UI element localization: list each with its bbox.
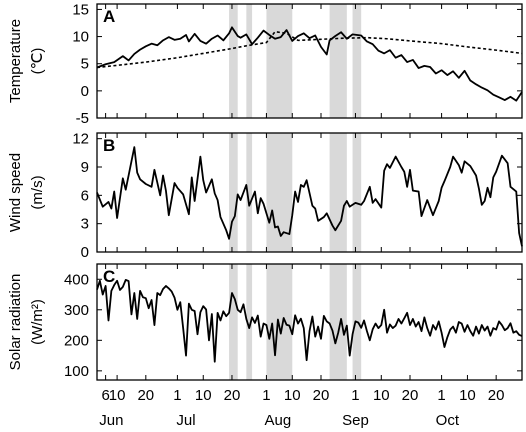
y-tick-label-c: 200 — [64, 332, 89, 349]
shaded-period-a-5 — [352, 4, 362, 118]
series-line-b-solid — [96, 146, 523, 247]
y-tick-label-c: 300 — [64, 302, 89, 319]
x-tick-label: 20 — [488, 387, 505, 404]
x-tick-label: 20 — [224, 387, 241, 404]
shaded-period-c-2 — [246, 264, 253, 380]
y-tick-label-b: 0 — [81, 244, 89, 261]
panel-letter-a: A — [103, 7, 115, 26]
shaded-period-c-1 — [229, 264, 238, 380]
panel-letter-b: B — [103, 136, 115, 155]
x-tick-label: 1 — [437, 387, 445, 404]
plot-frame-a — [96, 3, 523, 119]
x-tick-label: 20 — [402, 387, 419, 404]
x-tick-label: 20 — [137, 387, 154, 404]
y-axis-unit-c: (W/m²) — [29, 299, 46, 345]
x-tick-label: 1 — [351, 387, 359, 404]
y-tick-label-c: 400 — [64, 271, 89, 288]
x-tick-label: 20 — [313, 387, 330, 404]
series-line-c-solid — [96, 278, 523, 363]
x-tick-label: 10 — [459, 387, 476, 404]
month-label: Jul — [176, 412, 195, 429]
shaded-period-a-3 — [266, 4, 293, 118]
x-tick-label: 1 — [262, 387, 270, 404]
x-tick-label: 1 — [173, 387, 181, 404]
shaded-period-c-3 — [266, 264, 293, 380]
shaded-period-b-5 — [352, 133, 362, 252]
month-label: Sep — [342, 412, 369, 429]
y-axis-label-a: Temperature — [7, 19, 24, 103]
x-tick-label: 10 — [373, 387, 390, 404]
series-line-a-dashed — [96, 30, 523, 69]
x-tick-label: 10 — [109, 387, 126, 404]
month-label: Oct — [436, 412, 460, 429]
shaded-period-a-1 — [229, 4, 238, 118]
y-tick-label-b: 3 — [81, 216, 89, 233]
x-tick-label: 10 — [284, 387, 301, 404]
plot-frame-c — [96, 263, 523, 381]
y-tick-label-b: 12 — [72, 131, 89, 148]
y-tick-label-b: 6 — [81, 187, 89, 204]
series-line-a-solid — [96, 26, 523, 102]
y-axis-label-b: Wind speed — [7, 153, 24, 232]
y-axis-unit-b: (m/s) — [29, 175, 46, 209]
y-tick-label-b: 9 — [81, 159, 89, 176]
shaded-period-a-2 — [246, 4, 253, 118]
shaded-period-c-4 — [329, 264, 347, 380]
shaded-period-b-2 — [246, 133, 253, 252]
y-tick-label-a: 10 — [72, 29, 89, 46]
shaded-period-a-4 — [329, 4, 347, 118]
y-axis-label-c: Solar radiation — [7, 274, 24, 371]
y-tick-label-a: 0 — [81, 83, 89, 100]
x-tick-label: 10 — [195, 387, 212, 404]
y-axis-unit-a: (℃) — [29, 48, 46, 75]
y-tick-label-a: 5 — [81, 56, 89, 73]
panel-letter-c: C — [103, 267, 115, 286]
plot-frame-b — [96, 132, 523, 253]
month-label: Jun — [99, 412, 123, 429]
shaded-period-b-1 — [229, 133, 238, 252]
x-tick-label: 6 — [101, 387, 109, 404]
y-tick-label-c: 100 — [64, 363, 89, 380]
y-tick-label-a: 15 — [72, 1, 89, 18]
y-tick-label-a: -5 — [76, 110, 89, 127]
month-label: Aug — [265, 412, 292, 429]
shaded-period-b-4 — [329, 133, 347, 252]
